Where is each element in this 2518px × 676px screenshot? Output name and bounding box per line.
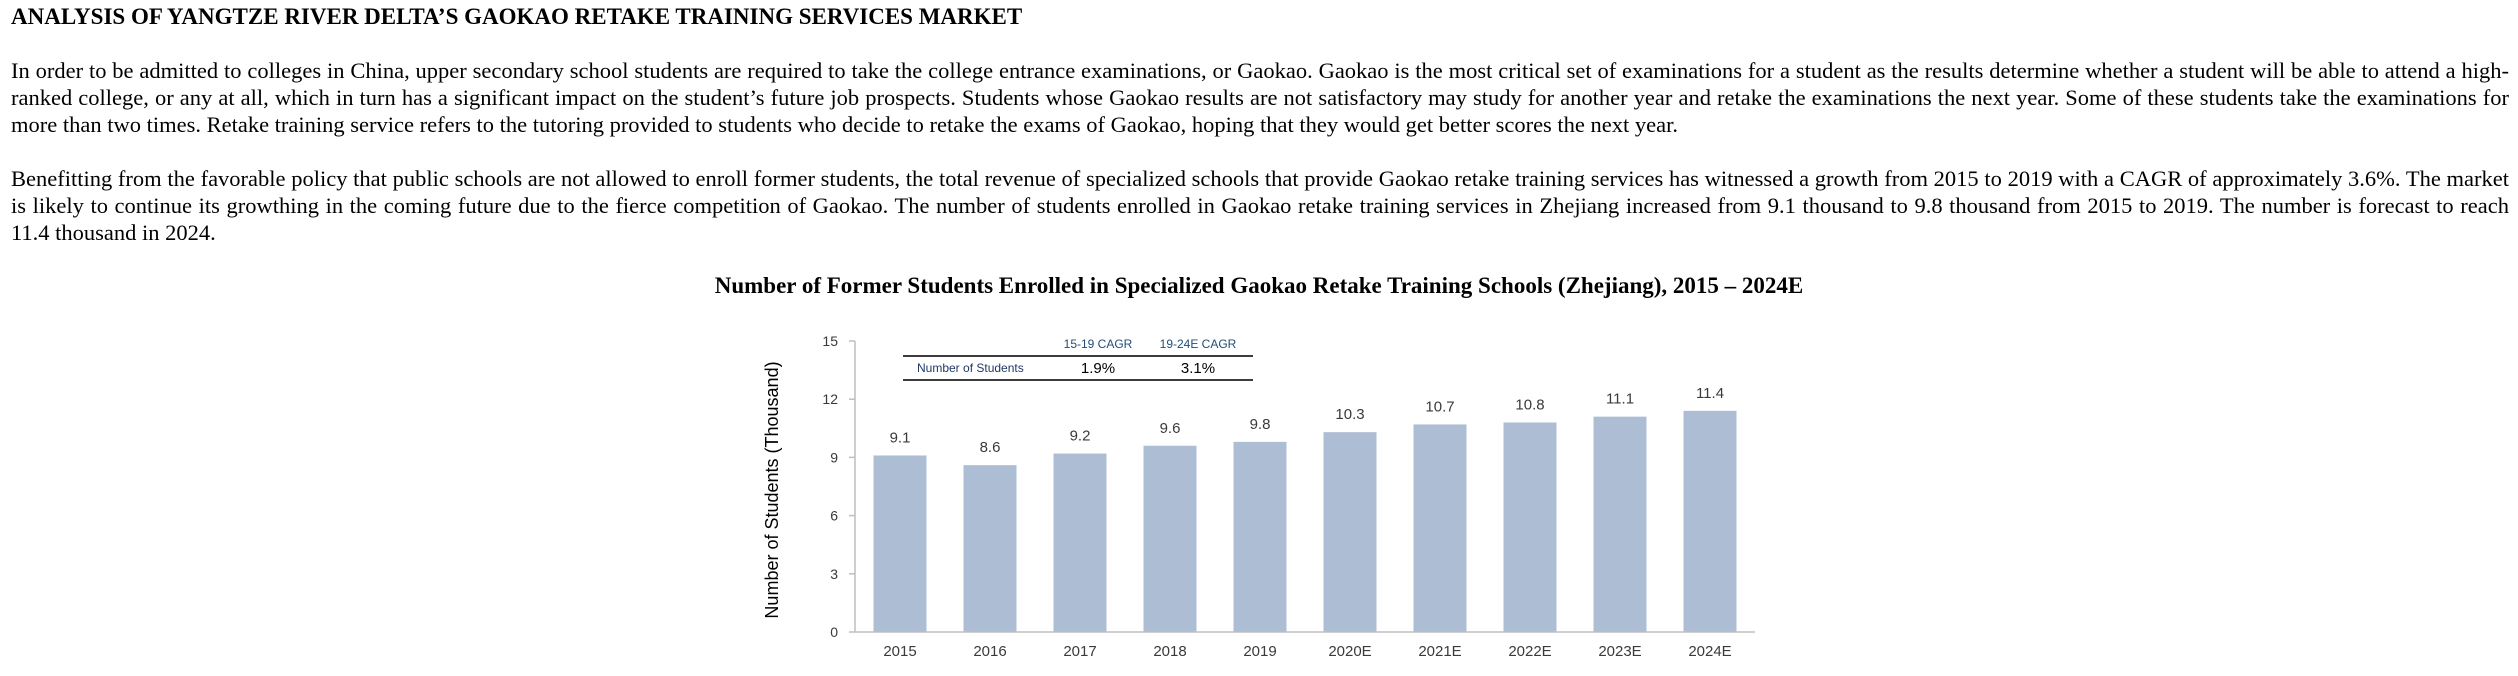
cagr-divider — [903, 355, 1253, 357]
bar-value-label: 10.8 — [1515, 396, 1544, 413]
x-tick-label: 2018 — [1153, 643, 1186, 660]
bar — [1143, 445, 1197, 632]
bar-value-label: 10.3 — [1335, 406, 1364, 423]
cagr-value-19-24e: 3.1% — [1180, 359, 1216, 377]
y-tick-label: 12 — [822, 391, 838, 407]
y-tick-label: 9 — [830, 449, 838, 465]
bar-value-label: 9.8 — [1250, 416, 1271, 433]
y-axis: 0 3 6 9 12 15 — [822, 333, 856, 640]
x-tick-label: 2015 — [883, 643, 916, 660]
bar — [1323, 432, 1377, 632]
x-tick-label: 2017 — [1063, 643, 1096, 660]
bar-value-label: 11.1 — [1606, 391, 1634, 408]
bar — [1233, 441, 1287, 632]
x-tick-label: 2021E — [1418, 643, 1461, 660]
x-tick-label: 2019 — [1243, 643, 1276, 660]
cagr-col-19-24e: 19-24E CAGR — [1159, 337, 1237, 351]
y-tick-label: 0 — [830, 624, 838, 640]
bar-value-label: 9.1 — [890, 429, 911, 446]
bar — [963, 465, 1017, 632]
y-tick-label: 3 — [830, 566, 838, 582]
document: ANALYSIS OF YANGTZE RIVER DELTA’S GAOKAO… — [11, 0, 2509, 246]
bar-value-label: 11.4 — [1696, 385, 1724, 402]
bar — [1053, 453, 1107, 632]
cagr-col-15-19: 15-19 CAGR — [1063, 337, 1133, 351]
cagr-table: 15-19 CAGR 19-24E CAGR Number of Student… — [903, 333, 1253, 381]
y-tick-label: 6 — [830, 508, 838, 524]
bar-value-label: 9.2 — [1070, 428, 1091, 445]
cagr-table-header: 15-19 CAGR 19-24E CAGR — [903, 333, 1253, 355]
x-tick-label: 2024E — [1688, 643, 1731, 660]
x-axis: 2015 2016 2017 2018 2019 2020E 2021E 2022E 2023E… — [855, 631, 1755, 660]
bar — [1593, 416, 1647, 632]
y-tick-label: 15 — [822, 333, 838, 349]
cagr-table-row: Number of Students 1.9% 3.1% — [903, 357, 1253, 379]
bar — [1413, 424, 1467, 632]
x-tick-label: 2022E — [1508, 643, 1551, 660]
bars: 9.1 8.6 9.2 9.6 9.8 10.3 10.7 10.8 11.1 11.4 — [873, 385, 1737, 632]
bar — [1683, 410, 1737, 632]
paragraph-market: Benefitting from the favorable policy th… — [11, 166, 2509, 245]
paragraph-intro: In order to be admitted to colleges in C… — [11, 58, 2509, 137]
cagr-bottom-rule — [903, 379, 1253, 381]
document-title: ANALYSIS OF YANGTZE RIVER DELTA’S GAOKAO… — [11, 4, 1023, 29]
chart-title: Number of Former Students Enrolled in Sp… — [714, 273, 1804, 298]
x-tick-label: 2016 — [973, 643, 1006, 660]
cagr-row-label: Number of Students — [917, 361, 1024, 375]
x-tick-label: 2020E — [1328, 643, 1371, 660]
x-tick-label: 2023E — [1598, 643, 1641, 660]
bar — [1503, 422, 1557, 632]
bar — [873, 455, 927, 632]
cagr-value-15-19: 1.9% — [1080, 359, 1116, 377]
bar-value-label: 9.6 — [1160, 420, 1181, 437]
bar-value-label: 8.6 — [980, 439, 1001, 456]
bar-value-label: 10.7 — [1425, 398, 1454, 415]
y-axis-label: Number of Students (Thousand) — [762, 361, 782, 618]
